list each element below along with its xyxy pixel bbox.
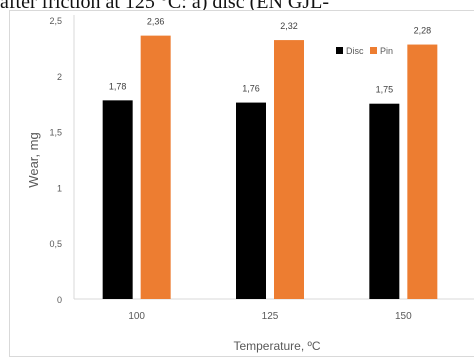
y-axis-title: Wear, mg (26, 132, 41, 187)
y-tick-label: 1,5 (49, 128, 62, 138)
x-tick-label: 150 (395, 311, 412, 322)
legend-swatch-disc (336, 47, 343, 54)
legend-label-disc: Disc (346, 46, 364, 56)
y-tick-label: 0 (57, 295, 62, 305)
bar-disc (369, 103, 400, 299)
data-label: 2,36 (147, 17, 165, 27)
y-tick-label: 1 (57, 183, 62, 193)
data-label: 1,75 (376, 85, 394, 95)
x-tick-label: 100 (128, 311, 145, 322)
bar-pin (407, 44, 438, 299)
data-label: 1,76 (242, 84, 260, 94)
legend-swatch-pin (370, 47, 377, 54)
legend-label-pin: Pin (380, 46, 393, 56)
y-tick-label: 0,5 (49, 239, 62, 249)
bar-disc (236, 102, 266, 299)
y-tick-label: 2,5 (49, 16, 62, 26)
legend: Disc Pin (336, 46, 393, 56)
y-tick-label: 2 (57, 72, 62, 82)
x-axis-title: Temperature, ºC (233, 339, 320, 353)
data-label: 1,78 (109, 81, 127, 91)
figure-caption: after friction at 125 °C: a) disc (EN GJ… (0, 0, 330, 13)
bar-pin (140, 35, 171, 300)
x-tick-label: 125 (262, 311, 279, 322)
bar-pin (274, 40, 304, 299)
data-label: 2,32 (280, 21, 298, 31)
bar-disc (102, 100, 133, 300)
data-label: 2,28 (414, 26, 432, 36)
